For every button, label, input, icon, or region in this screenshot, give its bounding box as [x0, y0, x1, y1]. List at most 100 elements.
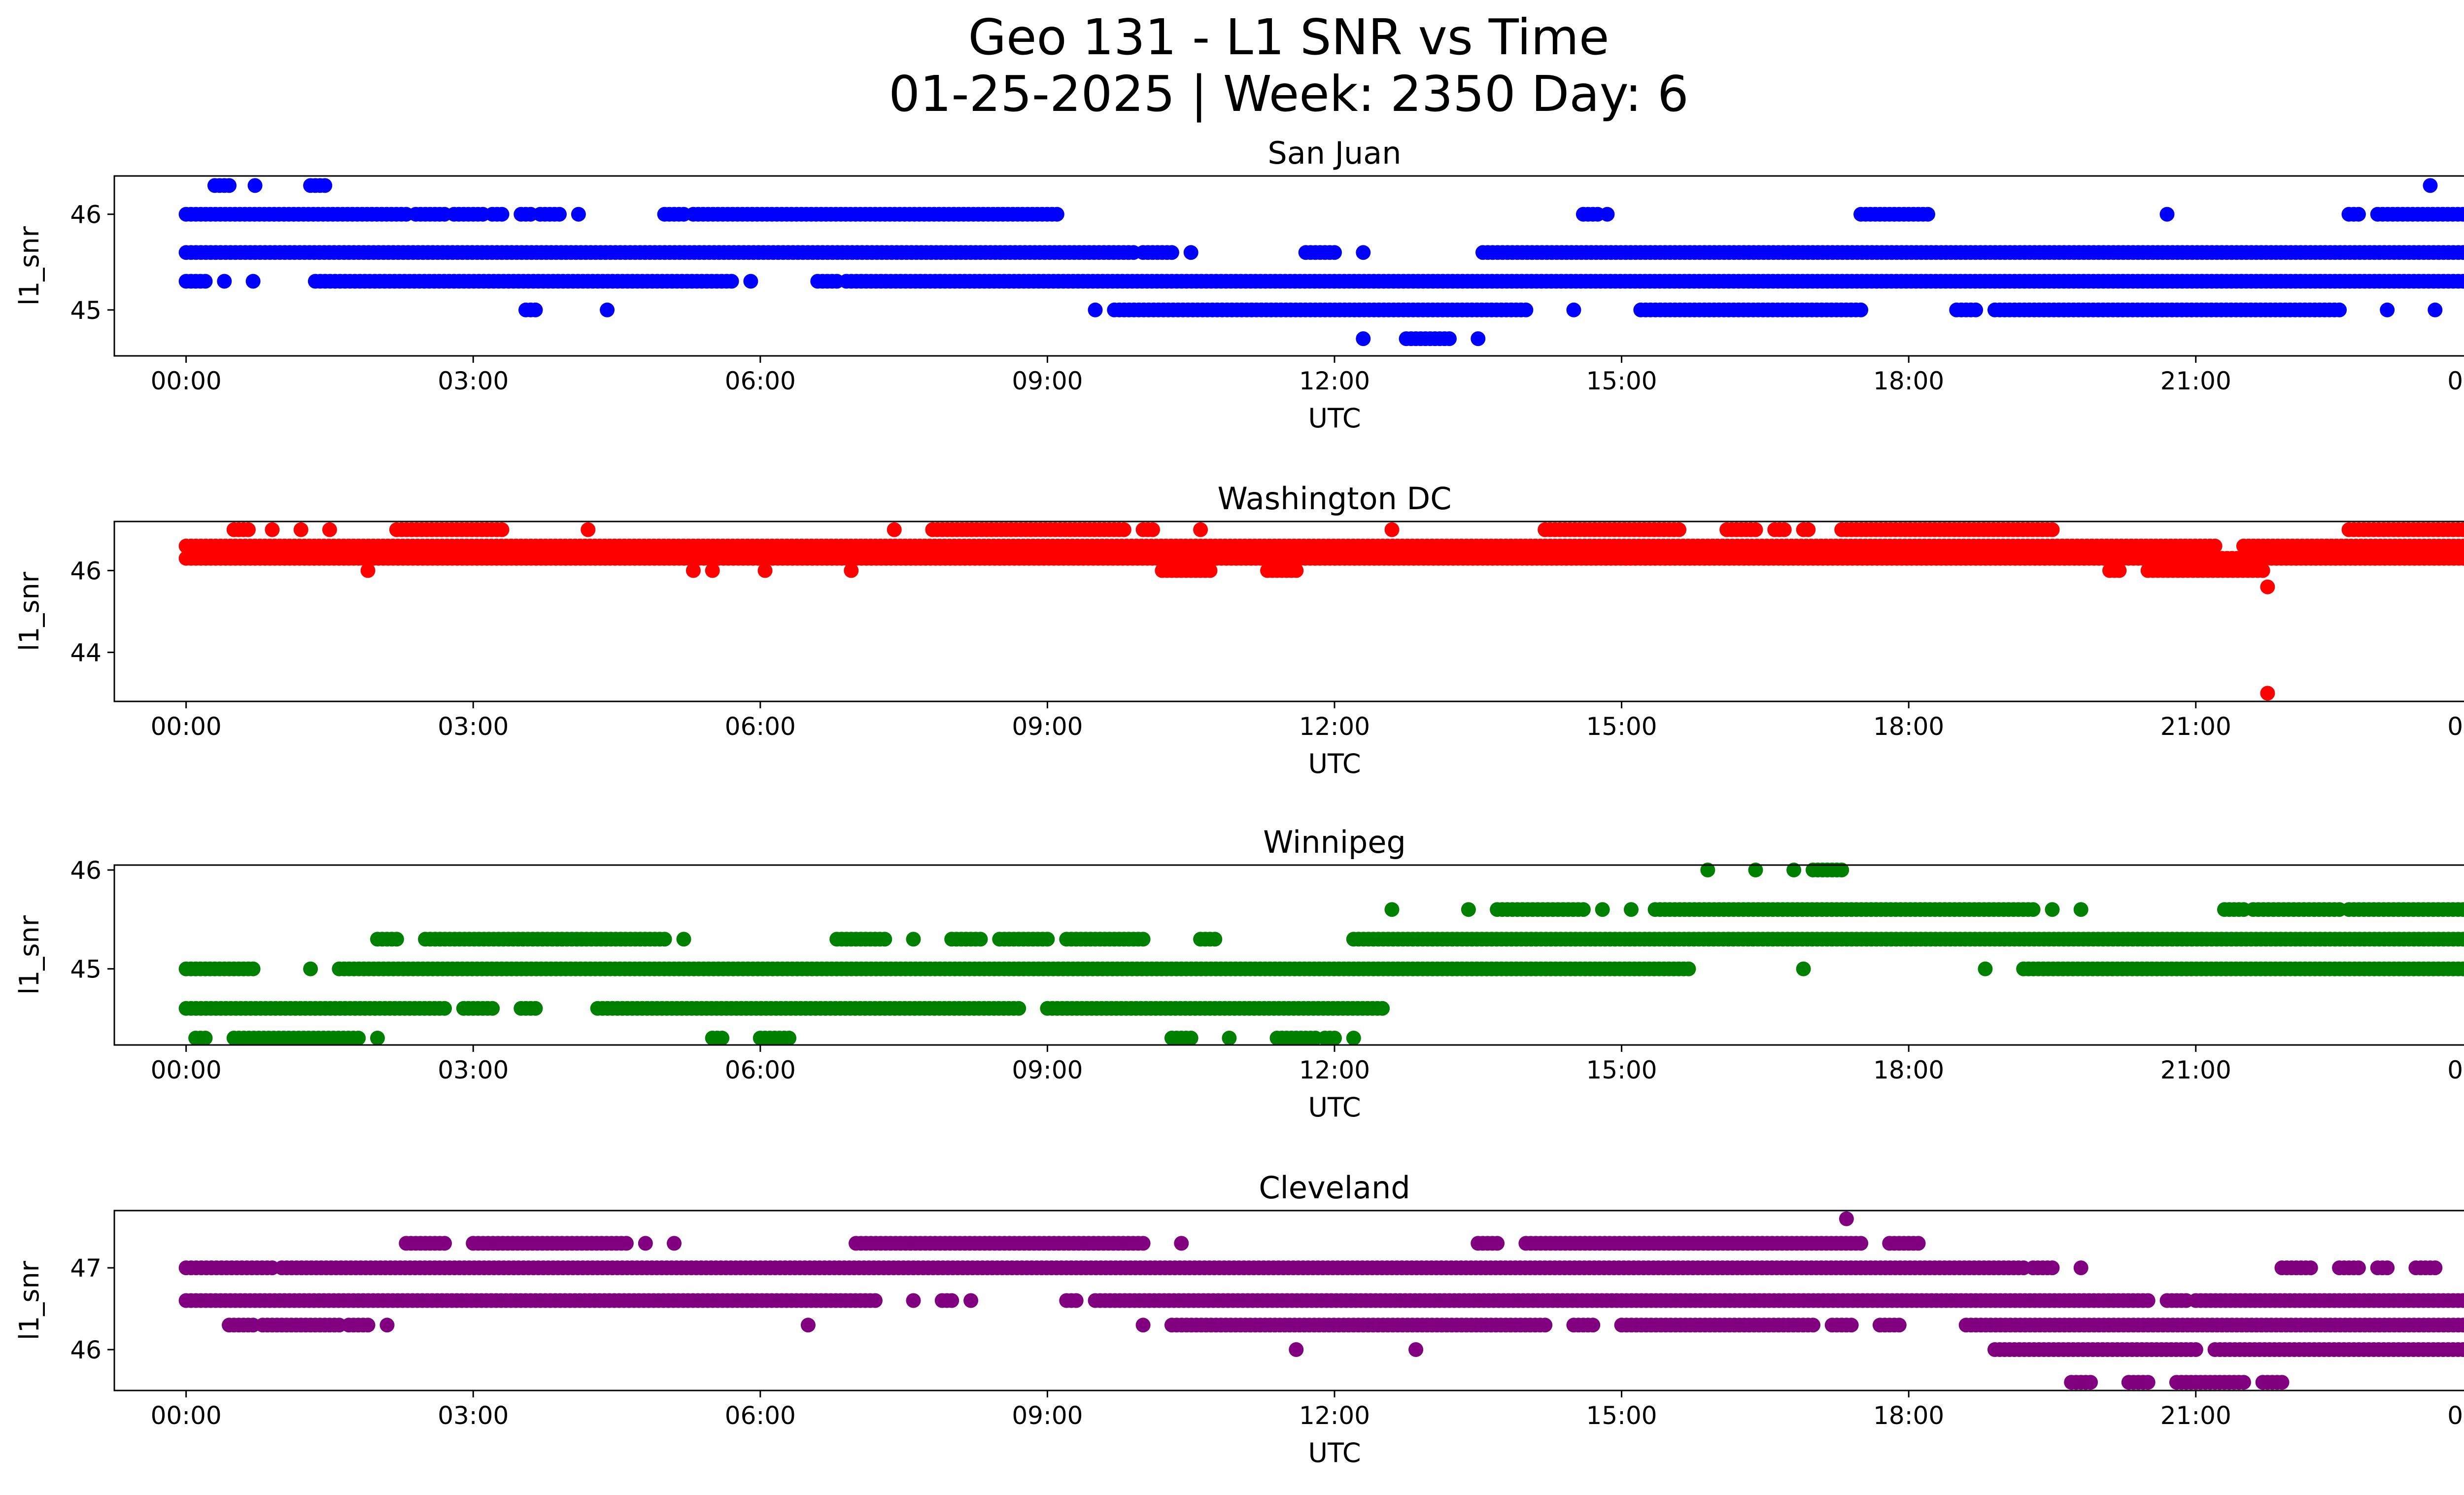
data-point [1891, 1318, 1907, 1333]
data-point [1202, 563, 1218, 578]
data-point [685, 563, 701, 578]
data-point [1490, 1236, 1505, 1251]
data-point [1183, 1031, 1198, 1045]
data-point [1346, 1031, 1361, 1045]
data-point [351, 1031, 366, 1045]
x-tick-label: 00:00 [2447, 367, 2464, 395]
x-tick-label: 15:00 [1586, 712, 1657, 741]
data-point [1796, 961, 1811, 976]
data-point [1839, 1211, 1854, 1226]
data-point [485, 1001, 500, 1016]
data-point [782, 1031, 797, 1045]
y-axis-label: l1_snr [14, 571, 45, 651]
data-point [245, 961, 261, 976]
data-point [1518, 302, 1534, 317]
x-tick-label: 03:00 [438, 367, 509, 395]
y-tick-label: 46 [70, 557, 102, 586]
data-point [1575, 902, 1591, 917]
data-point [1135, 1236, 1151, 1251]
data-point [240, 522, 256, 537]
data-point [844, 563, 859, 578]
data-point [528, 1001, 543, 1016]
data-point [1068, 1293, 1084, 1308]
data-point [1853, 1236, 1869, 1251]
x-axis-label: UTC [1308, 1092, 1361, 1123]
x-tick-label: 12:00 [1299, 712, 1370, 741]
data-point [1222, 1031, 1237, 1045]
data-point [1145, 522, 1160, 537]
data-point [265, 522, 280, 537]
data-point [2255, 563, 2270, 578]
data-point [379, 1318, 395, 1333]
data-point [360, 563, 376, 578]
y-tick-label: 46 [70, 856, 102, 885]
y-axis-label: l1_snr [14, 915, 45, 995]
data-point [389, 932, 404, 947]
data-point [317, 178, 333, 193]
data-point [906, 932, 921, 947]
data-point [877, 932, 892, 947]
data-point [867, 1293, 883, 1308]
data-point [906, 1293, 921, 1308]
data-point [303, 961, 318, 976]
data-point [247, 178, 263, 193]
data-point [1408, 1342, 1424, 1357]
x-tick-label: 00:00 [2447, 712, 2464, 741]
data-point [1968, 302, 1984, 317]
data-point [705, 563, 720, 578]
data-point [1040, 932, 1055, 947]
data-point [198, 274, 213, 289]
data-point [437, 1236, 452, 1251]
data-point [1681, 961, 1696, 976]
data-point [494, 522, 510, 537]
data-point [1624, 902, 1639, 917]
data-point [1327, 1031, 1342, 1045]
data-point [667, 1236, 682, 1251]
y-axis-label: l1_snr [14, 226, 45, 306]
data-point [2460, 208, 2464, 221]
data-point [638, 1236, 653, 1251]
data-point [2428, 302, 2443, 317]
data-point [1471, 331, 1486, 347]
x-tick-label: 03:00 [438, 1056, 509, 1084]
data-point [1442, 331, 1457, 347]
data-point [2045, 1260, 2060, 1276]
data-point [944, 1293, 959, 1308]
figure-title-line2: 01-25-2025 | Week: 2350 Day: 6 [889, 65, 1688, 123]
data-point [1375, 1001, 1390, 1016]
data-point [245, 274, 261, 289]
data-point [494, 207, 510, 222]
data-point [2461, 246, 2464, 259]
data-point [1384, 522, 1400, 537]
data-point [618, 1236, 634, 1251]
data-point [1806, 1318, 1820, 1333]
data-point [1356, 331, 1371, 347]
data-point [2073, 1260, 2088, 1276]
x-tick-label: 09:00 [1012, 712, 1083, 741]
data-point [1135, 932, 1151, 947]
data-point [1853, 302, 1869, 317]
x-tick-label: 06:00 [725, 367, 796, 395]
data-point [2351, 207, 2366, 222]
x-tick-label: 12:00 [1299, 367, 1370, 395]
x-tick-label: 21:00 [2160, 367, 2231, 395]
data-point [657, 932, 672, 947]
x-tick-label: 06:00 [725, 712, 796, 741]
subplot-title: Winnipeg [1263, 824, 1406, 860]
data-point [1920, 207, 1935, 222]
data-point [757, 563, 773, 578]
x-tick-label: 00:00 [151, 1056, 222, 1084]
y-tick-label: 46 [70, 201, 102, 229]
data-point [963, 1293, 979, 1308]
data-point [1911, 1236, 1926, 1251]
x-tick-label: 15:00 [1586, 367, 1657, 395]
x-tick-label: 18:00 [1873, 712, 1944, 741]
data-point [2332, 302, 2347, 317]
x-axis-label: UTC [1308, 403, 1361, 434]
x-tick-label: 18:00 [1873, 1056, 1944, 1084]
data-point [1777, 522, 1792, 537]
scatter-series [178, 178, 2464, 347]
data-point [2380, 302, 2395, 317]
